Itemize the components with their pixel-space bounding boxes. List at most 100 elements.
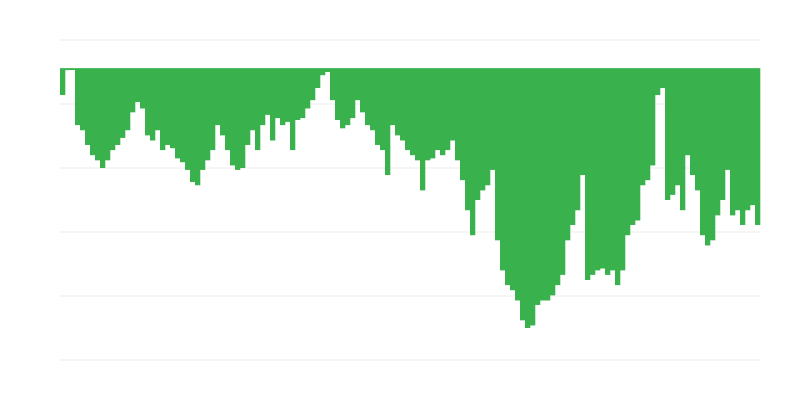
bar bbox=[685, 68, 691, 156]
bar bbox=[280, 68, 286, 126]
bar bbox=[750, 68, 756, 206]
bar bbox=[340, 68, 346, 129]
bar bbox=[375, 68, 381, 145]
bar bbox=[290, 68, 296, 151]
bar bbox=[250, 68, 256, 131]
bar bbox=[520, 68, 526, 321]
bar bbox=[300, 68, 306, 119]
bar bbox=[275, 68, 281, 119]
bar bbox=[345, 68, 351, 126]
bar bbox=[715, 68, 721, 216]
bar bbox=[225, 68, 231, 151]
bar bbox=[330, 68, 336, 101]
bar bbox=[295, 68, 301, 120]
bar bbox=[670, 68, 676, 195]
bar bbox=[110, 68, 116, 151]
bar bbox=[180, 68, 186, 163]
bar bbox=[565, 68, 571, 241]
bar bbox=[625, 68, 631, 236]
bar bbox=[430, 68, 436, 159]
bar bbox=[725, 68, 731, 170]
bar bbox=[235, 68, 241, 170]
bar bbox=[315, 68, 321, 88]
bar bbox=[510, 68, 516, 291]
bar bbox=[80, 68, 86, 131]
bar bbox=[495, 68, 501, 241]
bar bbox=[555, 68, 561, 286]
bar bbox=[540, 68, 546, 301]
bar bbox=[255, 68, 261, 151]
bar bbox=[85, 68, 91, 145]
bar bbox=[550, 68, 556, 296]
bar bbox=[245, 68, 251, 145]
bar bbox=[425, 68, 431, 161]
bar bbox=[720, 68, 726, 200]
bar bbox=[640, 68, 646, 186]
bar bbox=[645, 68, 651, 181]
bar bbox=[595, 68, 601, 271]
bar bbox=[600, 68, 606, 269]
bar bbox=[435, 68, 441, 151]
bar bbox=[695, 68, 701, 191]
bar bbox=[445, 68, 451, 151]
bar bbox=[500, 68, 506, 271]
bar bbox=[560, 68, 566, 275]
bar bbox=[60, 68, 66, 96]
bar bbox=[195, 68, 201, 186]
bar bbox=[480, 68, 486, 191]
bar bbox=[700, 68, 706, 236]
bar bbox=[650, 68, 656, 166]
bar bbox=[680, 68, 686, 211]
bar bbox=[400, 68, 406, 141]
bar bbox=[230, 68, 236, 166]
bars bbox=[60, 68, 761, 328]
bar bbox=[455, 68, 461, 161]
bar bbox=[660, 68, 666, 88]
bar bbox=[395, 68, 401, 136]
bar bbox=[515, 68, 521, 301]
bar bbox=[135, 68, 141, 103]
bar bbox=[170, 68, 176, 149]
bar bbox=[415, 68, 421, 161]
bar bbox=[65, 68, 71, 71]
bar bbox=[585, 68, 591, 280]
bar bbox=[120, 68, 126, 138]
bar bbox=[530, 68, 536, 326]
bar bbox=[115, 68, 121, 145]
bar bbox=[635, 68, 641, 221]
bar bbox=[215, 68, 221, 126]
bar bbox=[605, 68, 611, 275]
bar bbox=[675, 68, 681, 186]
bar bbox=[320, 68, 326, 76]
bar bbox=[370, 68, 376, 131]
bar bbox=[405, 68, 411, 151]
bar bbox=[130, 68, 136, 113]
bar bbox=[525, 68, 531, 328]
bar bbox=[200, 68, 206, 170]
bar bbox=[440, 68, 446, 156]
bar bbox=[325, 68, 331, 72]
bar bbox=[665, 68, 671, 200]
bar bbox=[505, 68, 511, 286]
bar bbox=[620, 68, 626, 271]
bar bbox=[570, 68, 576, 225]
bar bbox=[475, 68, 481, 200]
bar bbox=[690, 68, 696, 176]
bar bbox=[410, 68, 416, 156]
bar bbox=[355, 68, 361, 101]
bar bbox=[240, 68, 246, 168]
bar bbox=[485, 68, 491, 186]
bar bbox=[575, 68, 581, 211]
bar bbox=[210, 68, 216, 151]
bar bbox=[70, 68, 76, 71]
bar bbox=[615, 68, 621, 286]
bar bbox=[145, 68, 151, 136]
bar bbox=[735, 68, 741, 211]
bar bbox=[705, 68, 711, 246]
bar bbox=[755, 68, 761, 225]
bar bbox=[420, 68, 426, 191]
bar bbox=[610, 68, 616, 271]
bar bbox=[655, 68, 661, 96]
bar bbox=[545, 68, 551, 301]
